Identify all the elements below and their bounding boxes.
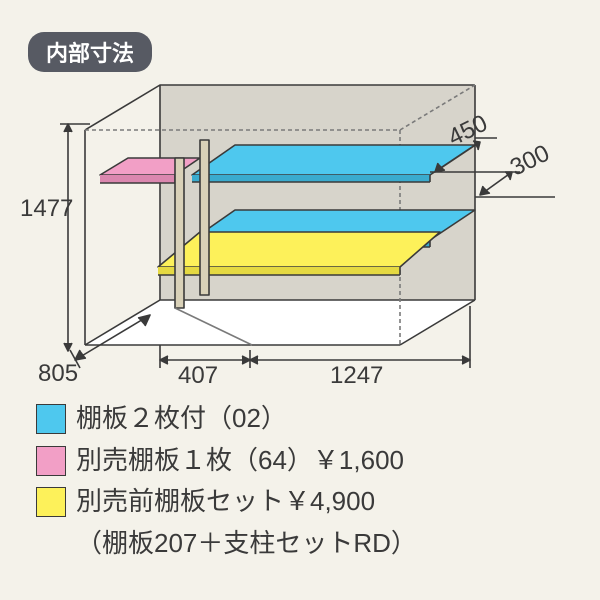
legend-row-cyan: 棚板２枚付（02） (36, 400, 417, 438)
dim-depth: 805 (38, 360, 78, 388)
dim-height: 1477 (20, 195, 73, 223)
legend-label: 別売棚板１枚（64）￥1,600 (76, 442, 404, 480)
legend: 棚板２枚付（02） 別売棚板１枚（64）￥1,600 別売前棚板セット￥4,90… (36, 400, 417, 563)
legend-row-yellow: 別売前棚板セット￥4,900 (36, 483, 417, 521)
dim-width: 1247 (330, 362, 383, 390)
legend-subtext: （棚板207＋支柱セットRD） (36, 525, 417, 563)
legend-label: 別売前棚板セット￥4,900 (76, 483, 375, 521)
dim-shelf-depth: 407 (178, 362, 218, 390)
diagram (0, 0, 600, 400)
legend-row-pink: 別売棚板１枚（64）￥1,600 (36, 442, 417, 480)
swatch-yellow (36, 487, 66, 517)
swatch-pink (36, 446, 66, 476)
swatch-cyan (36, 404, 66, 434)
legend-label: 棚板２枚付（02） (76, 400, 287, 438)
